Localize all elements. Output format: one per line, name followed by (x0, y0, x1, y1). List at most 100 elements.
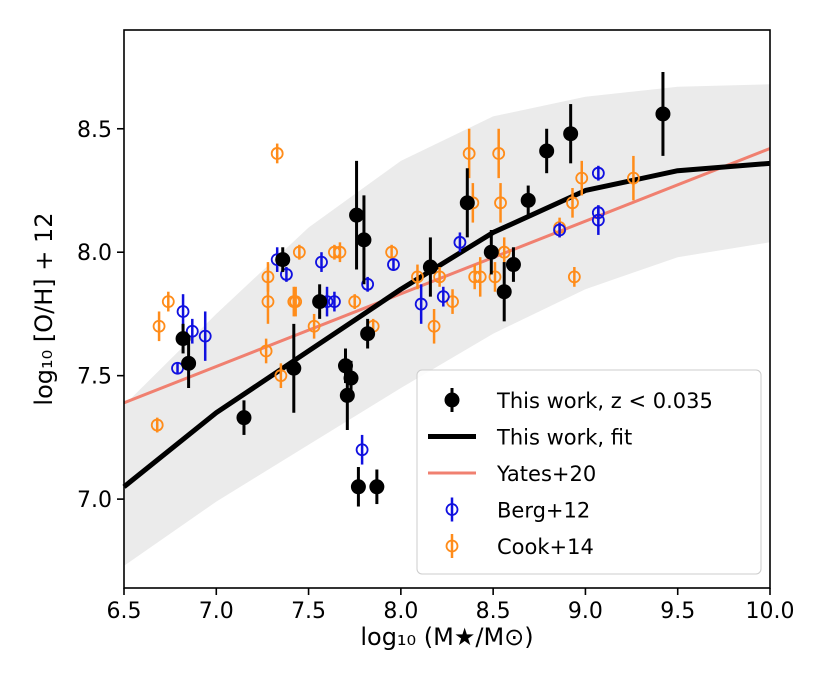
cook14-point-marker (488, 270, 502, 284)
cook14-point-marker (150, 418, 164, 432)
berg12-point-marker (553, 223, 566, 237)
cook14-point-marker (152, 319, 166, 333)
this-work-point (286, 323, 302, 413)
this-work-point (275, 247, 291, 272)
x-axis: 6.5 7.0 7.5 8.0 8.5 9.0 9.5 10.0 (107, 588, 794, 624)
berg12-point (387, 258, 400, 271)
berg12-point-marker (280, 268, 293, 281)
cook14-point-marker (292, 245, 306, 259)
berg12-point (328, 291, 341, 312)
cook14-point (492, 128, 506, 179)
cook14-point (333, 242, 347, 263)
legend-label: This work, fit (496, 426, 632, 450)
this-work-point-marker (312, 294, 328, 310)
cook14-point (307, 313, 321, 339)
this-work-point (459, 168, 475, 238)
berg12-point-marker (328, 295, 341, 308)
berg12-point (176, 294, 190, 329)
this-work-point (343, 360, 359, 396)
this-work-point (349, 160, 365, 270)
fit-curve (122, 160, 771, 489)
this-work-point-marker (360, 326, 376, 342)
berg12-point-marker (355, 443, 369, 457)
berg12-point-marker (591, 166, 605, 180)
this-work-point-marker (350, 479, 366, 495)
legend-entry-fit: This work, fit (428, 426, 632, 450)
berg12-point-marker (176, 305, 190, 318)
cook14-point-marker (333, 245, 347, 259)
this-work-point-marker (459, 195, 475, 211)
cook14-point (473, 257, 487, 297)
cook14-point (348, 294, 362, 309)
y-tick-label: 7.0 (77, 488, 112, 513)
berg12-point-marker (315, 255, 328, 269)
cook14-point-marker (274, 369, 288, 383)
berg12-point (355, 434, 369, 465)
y-tick-label: 8.0 (77, 241, 112, 266)
legend-entry-this-work: This work, z < 0.035 (444, 388, 713, 413)
cook14-point (433, 267, 447, 287)
legend-entry-cook: Cook+14 (445, 534, 594, 559)
this-work-point-marker (655, 106, 671, 122)
x-tick-label: 7.5 (291, 599, 326, 624)
fit-confidence-band (124, 84, 770, 566)
cook14-point-marker (307, 319, 321, 333)
berg12-point-marker (198, 329, 212, 343)
this-work-point (236, 400, 252, 435)
x-tick-label: 8.5 (476, 599, 511, 624)
y-tick-label: 8.5 (77, 118, 112, 143)
berg12-point (361, 276, 375, 292)
plot-frame (123, 29, 771, 589)
cook14-point (427, 309, 441, 344)
cook14-point-marker (566, 196, 579, 210)
cook14-point (462, 128, 476, 179)
this-work-point-marker (369, 479, 385, 495)
legend-marker (444, 392, 460, 408)
this-work-point-marker (563, 126, 579, 142)
legend-entry-yates: Yates+20 (428, 462, 596, 486)
cook14-point-marker (385, 245, 399, 259)
this-work-point (505, 247, 521, 282)
berg12-point (185, 318, 199, 344)
this-work-point (350, 467, 366, 507)
legend-marker (445, 503, 459, 516)
cook14-point-marker (627, 171, 640, 185)
cook14-point-marker (289, 295, 303, 308)
berg12-point-marker (185, 324, 199, 338)
this-work-point-marker (496, 284, 512, 300)
berg12-point (315, 252, 328, 272)
x-tick-label: 9.0 (568, 599, 603, 624)
berg12-point-marker (414, 297, 428, 311)
plot-area (122, 71, 771, 566)
berg12-point (198, 311, 212, 361)
cook14-point-marker (575, 171, 589, 185)
this-work-point (563, 104, 579, 164)
berg12-point (591, 165, 605, 181)
cook14-point (161, 291, 175, 312)
cook14-point (567, 267, 581, 287)
cook14-point-marker (259, 344, 273, 358)
this-work-point-marker (275, 252, 291, 268)
cook14-point (575, 160, 589, 196)
cook14-point-marker (411, 270, 424, 284)
legend-label: Berg+12 (497, 499, 590, 523)
berg12-point (280, 267, 293, 282)
legend-entries: This work, z < 0.035 This work, fit Yates+… (428, 388, 713, 559)
this-work-point (496, 262, 512, 322)
cook14-point-marker (433, 270, 447, 284)
cook14-point-marker (427, 319, 441, 333)
cook14-point (152, 311, 166, 342)
berg12-point (591, 205, 605, 221)
berg12-point-marker (591, 206, 605, 220)
this-work-point-marker (422, 259, 438, 275)
legend-box (416, 369, 762, 575)
cook14-point-marker (492, 147, 506, 160)
berg12-point-marker (453, 235, 467, 249)
cook14-point (274, 363, 288, 389)
cook14-point (494, 183, 507, 223)
cook14-point (289, 286, 303, 317)
this-work-point-marker (505, 257, 521, 273)
this-work-point-marker (520, 192, 536, 208)
cook14-point-marker (494, 196, 507, 210)
this-work-series (175, 71, 671, 507)
